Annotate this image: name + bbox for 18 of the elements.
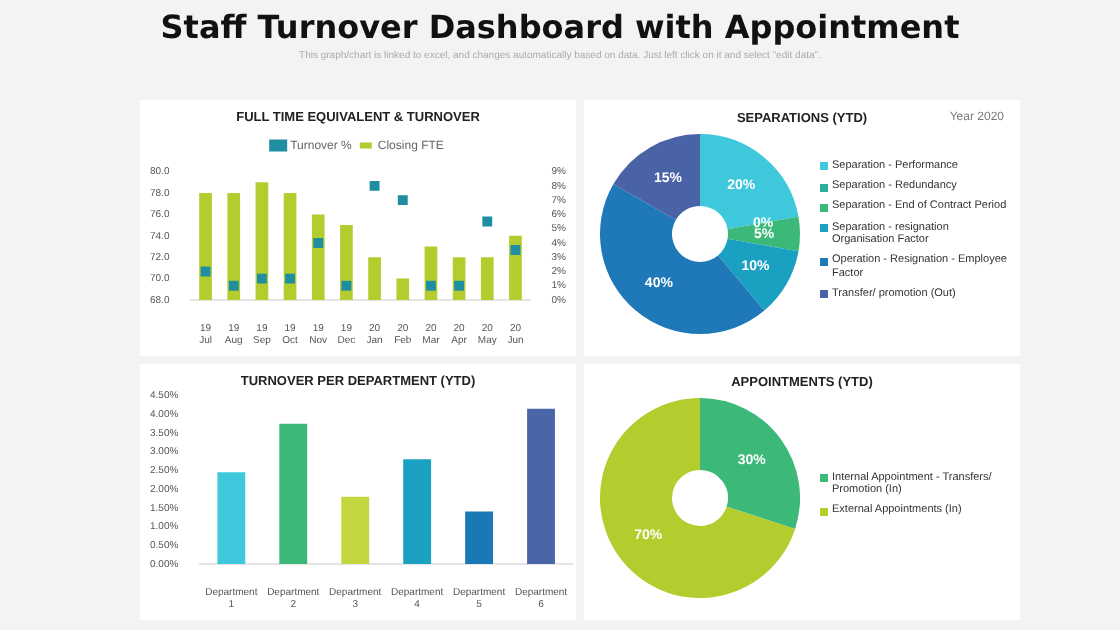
bar (217, 472, 246, 564)
point (313, 237, 324, 248)
point (397, 195, 408, 206)
point (482, 216, 493, 227)
point (510, 245, 521, 256)
bar (341, 496, 370, 564)
point (341, 280, 352, 291)
point (285, 273, 296, 284)
point (256, 273, 267, 284)
text: Staff Turnover Dashboard with Appointment (158, 8, 962, 46)
bar (403, 459, 432, 564)
point (454, 280, 465, 291)
bar (527, 408, 555, 564)
point (228, 280, 239, 291)
point (369, 180, 380, 191)
bar (465, 511, 494, 564)
point (425, 280, 436, 291)
bar (279, 423, 308, 564)
